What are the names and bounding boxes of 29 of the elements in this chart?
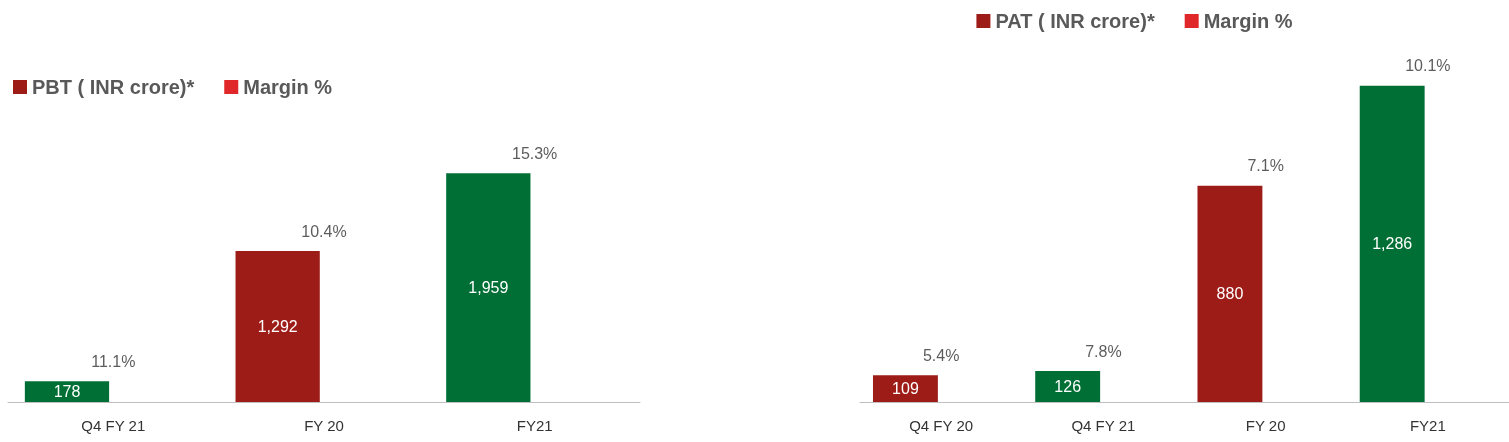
annotation: 7.8% (1085, 342, 1122, 360)
data-label: 1,959 (468, 279, 509, 297)
bar (1359, 85, 1425, 402)
legend-label: Margin % (243, 76, 333, 98)
x-tick-label: FY21 (1409, 417, 1446, 434)
legend-label: PBT ( INR crore)* (32, 76, 195, 98)
legend-label: PAT ( INR crore)* (995, 10, 1155, 32)
data-label: 126 (1054, 378, 1082, 396)
bar (1035, 371, 1101, 402)
x-tick-label: FY 20 (304, 417, 344, 434)
legend-label: Margin % (1203, 10, 1293, 32)
bar (1197, 185, 1263, 402)
annotation: 15.3% (511, 144, 558, 162)
data-label: 1,292 (257, 318, 298, 336)
x-tick-label: Q4 FY 20 (909, 417, 974, 434)
x-tick-label: Q4 FY 21 (1071, 417, 1136, 434)
data-label: 109 (892, 380, 919, 398)
annotation: 10.1% (1405, 57, 1451, 75)
x-tick-label: FY 20 (1245, 417, 1286, 434)
data-label: 1,286 (1372, 235, 1413, 253)
annotation: 5.4% (922, 346, 960, 364)
x-tick-label: Q4 FY 21 (81, 417, 146, 434)
data-label: 880 (1216, 285, 1244, 303)
bar (872, 375, 938, 402)
annotation: 10.4% (301, 222, 347, 240)
annotation: 7.1% (1247, 157, 1284, 175)
x-tick-label: FY21 (516, 417, 553, 434)
annotation: 11.1% (91, 352, 136, 370)
data-label: 178 (53, 383, 81, 401)
